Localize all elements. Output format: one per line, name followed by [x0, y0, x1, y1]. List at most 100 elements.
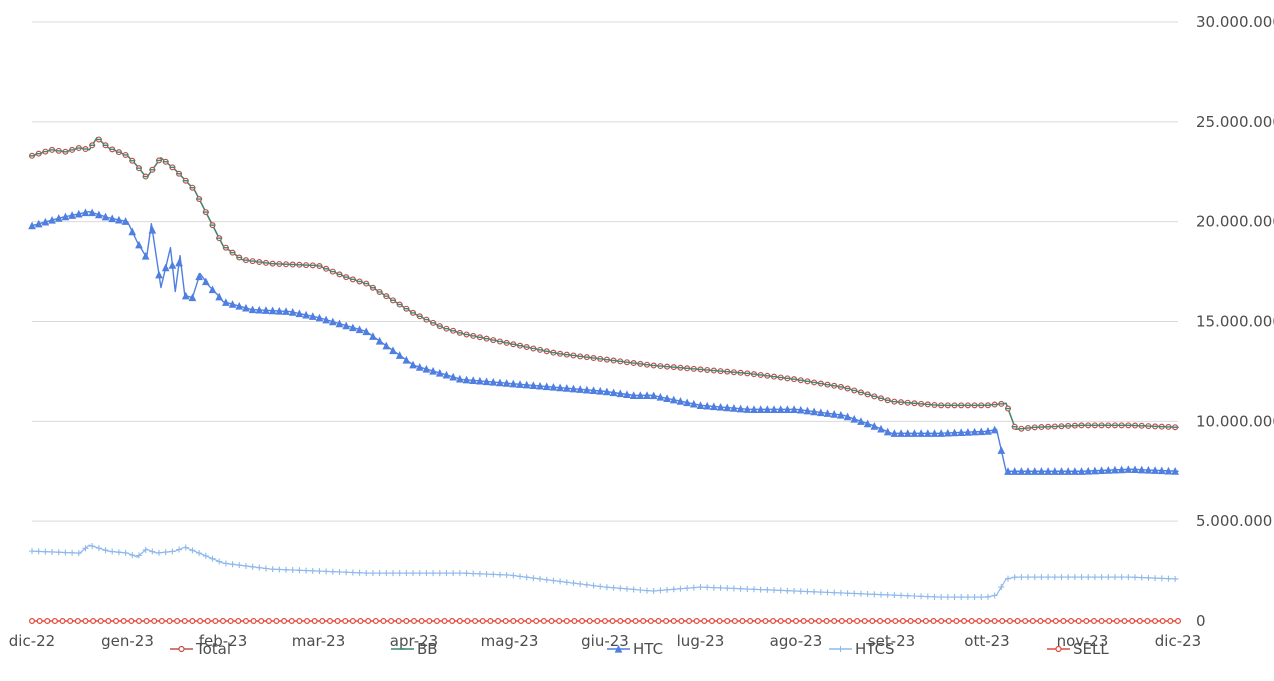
series-point [630, 586, 637, 593]
series-point [837, 410, 845, 419]
series-point [951, 594, 958, 601]
series-point [950, 428, 959, 437]
series-point [743, 405, 752, 413]
series-point [342, 617, 349, 624]
series-point [589, 386, 598, 395]
series-point [161, 263, 170, 272]
series-point [250, 617, 257, 624]
series-point [1104, 466, 1113, 474]
series-point [1152, 617, 1159, 624]
series-point [242, 562, 249, 569]
series-point [757, 586, 764, 593]
legend-marker-icon [1055, 645, 1062, 653]
series-point [569, 384, 578, 393]
series-point [811, 588, 818, 595]
series-point [109, 548, 116, 555]
series-point [372, 617, 379, 624]
x-tick-label: lug-23 [677, 632, 725, 650]
series-point [540, 617, 547, 624]
series-point [349, 617, 356, 624]
series-point [991, 592, 998, 599]
series-point [1091, 466, 1099, 475]
legend-label: HTCS [855, 640, 895, 658]
series-point [664, 586, 671, 593]
series-point [1106, 617, 1113, 624]
series-point [1174, 617, 1181, 624]
series-point [617, 585, 624, 592]
series-point [322, 315, 330, 324]
series-point [309, 567, 316, 574]
series-point [596, 386, 605, 395]
series-point [175, 258, 183, 267]
series-point [135, 617, 142, 624]
series-point [1090, 617, 1097, 624]
series-point [597, 583, 604, 590]
series-point [724, 617, 731, 624]
y-tick-label: 25.000.000 [1196, 113, 1274, 131]
series-point [196, 550, 203, 557]
series-point [403, 570, 410, 577]
series-point [74, 617, 81, 624]
series-point [54, 214, 63, 222]
series-point [388, 617, 395, 624]
series-point [557, 578, 564, 585]
series-point [479, 617, 486, 624]
series-point [938, 594, 945, 601]
legend-marker-icon [837, 646, 844, 652]
series-point [636, 391, 645, 399]
series-point [857, 417, 865, 425]
series-point [677, 585, 684, 592]
series-point [362, 327, 371, 336]
series-point [844, 590, 851, 597]
series-point [376, 570, 383, 577]
series-point [570, 580, 577, 587]
series-point [441, 617, 448, 624]
series-point [1075, 617, 1082, 624]
series-point [1004, 467, 1012, 475]
series-point [236, 562, 243, 569]
series-point [549, 382, 558, 391]
series-point [470, 570, 477, 577]
series-point [990, 425, 999, 434]
series-point [509, 379, 518, 388]
series-point [409, 360, 417, 369]
series-point [869, 617, 876, 624]
series-point [176, 546, 183, 553]
series-point [503, 571, 510, 578]
series-point [1152, 575, 1159, 582]
series-point [142, 546, 149, 553]
series-point [708, 617, 715, 624]
series-point [188, 293, 197, 302]
series-point [861, 617, 868, 624]
series-point [644, 587, 651, 594]
series-point [288, 617, 295, 624]
series-point [650, 587, 657, 594]
series-point [275, 306, 284, 315]
series-point [804, 588, 811, 595]
series-point [81, 208, 90, 217]
series-point [846, 617, 853, 624]
series-point [984, 593, 991, 600]
series-point [122, 549, 129, 556]
series-point [195, 272, 203, 281]
series-point [784, 587, 791, 594]
series-point [105, 617, 112, 624]
series-point [62, 549, 69, 556]
series-point [884, 591, 891, 598]
series-point [49, 548, 56, 555]
series-point [903, 429, 912, 437]
series-point [730, 404, 738, 412]
series-point [108, 214, 117, 223]
series-point [1098, 617, 1105, 624]
series-point [931, 593, 938, 600]
series-point [1038, 574, 1045, 581]
series-point [342, 321, 351, 330]
series-point [1132, 574, 1139, 581]
series-point [349, 323, 357, 332]
series-point [456, 570, 463, 577]
series-point [910, 429, 919, 437]
x-tick-label: nov-23 [1057, 632, 1109, 650]
series-point [756, 405, 765, 413]
series-point [678, 617, 685, 624]
series-point [696, 401, 705, 409]
